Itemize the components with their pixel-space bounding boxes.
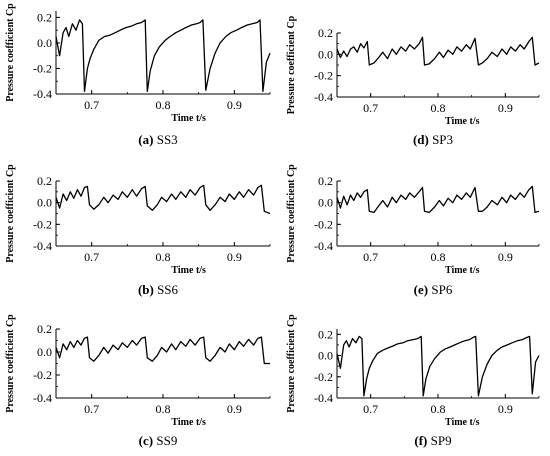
y-tick-label: -0.2	[33, 368, 52, 382]
panel-name: SS3	[153, 132, 177, 147]
y-axis-label: Pressure coefficient Cp	[286, 164, 297, 263]
y-tick-label: 0.0	[318, 196, 333, 210]
x-axis-label: Time t/s	[171, 113, 206, 124]
y-tick-label: 0.2	[318, 26, 333, 40]
data-line	[336, 185, 540, 214]
x-axis-label: Time t/s	[445, 265, 480, 276]
panel-caption: (a) SS3	[138, 132, 177, 147]
x-tick-label: 0.7	[363, 101, 378, 115]
y-tick-label: -0.2	[314, 370, 333, 384]
panel-name: SP9	[427, 433, 451, 448]
x-tick-label: 0.9	[227, 402, 242, 416]
panel-label: (f)	[414, 433, 427, 448]
y-tick-label: 0.2	[37, 322, 52, 336]
y-axis-label: Pressure coefficient Cp	[286, 314, 297, 413]
chart-panel-5: -0.4 -0.2 0.0 0.2 0.7 0.8 0.9 Pressure coeffici…	[5, 314, 271, 448]
x-axis-label: Time t/s	[171, 265, 206, 276]
x-axis-label: Time t/s	[445, 417, 480, 428]
panel-caption: (f) SP9	[414, 433, 451, 448]
x-tick-label: 0.9	[227, 98, 242, 112]
x-tick-label: 0.9	[227, 250, 242, 264]
y-tick-label: 0.0	[37, 196, 52, 210]
chart-panel-4: -0.4 -0.2 0.0 0.2 0.7 0.8 0.9 Pressure coeffici…	[286, 164, 540, 297]
panel-label: (e)	[414, 282, 428, 297]
y-tick-label: 0.2	[37, 10, 52, 24]
y-tick-label: -0.4	[314, 239, 333, 253]
x-tick-label: 0.9	[498, 101, 513, 115]
y-tick-label: -0.4	[33, 87, 52, 101]
x-tick-label: 0.7	[363, 250, 378, 264]
y-tick-label: -0.2	[33, 61, 52, 75]
y-tick-label: 0.0	[37, 36, 52, 50]
panel-caption: (d) SP3	[413, 132, 453, 147]
chart-panel-2: -0.4 -0.2 0.0 0.2 0.7 0.8 0.9 Pressure coeffici…	[286, 15, 540, 147]
x-tick-label: 0.8	[156, 98, 171, 112]
panel-label: (c)	[139, 433, 153, 448]
y-tick-label: -0.4	[314, 90, 333, 104]
data-line	[55, 19, 271, 93]
x-tick-label: 0.8	[431, 250, 446, 264]
data-line	[336, 335, 540, 397]
y-tick-label: 0.2	[318, 327, 333, 341]
data-line	[55, 184, 271, 215]
y-axis-label: Pressure coefficient Cp	[5, 164, 16, 263]
y-tick-label: 0.0	[37, 345, 52, 359]
x-tick-label: 0.9	[498, 250, 513, 264]
x-tick-label: 0.9	[498, 402, 513, 416]
y-tick-label: -0.2	[33, 217, 52, 231]
y-tick-label: -0.2	[314, 69, 333, 83]
chart-panel-6: -0.4 -0.2 0.0 0.2 0.7 0.8 0.9 Pressure coeffici…	[286, 314, 540, 448]
x-tick-label: 0.8	[156, 402, 171, 416]
panel-name: SS9	[153, 433, 177, 448]
x-axis-label: Time t/s	[445, 116, 480, 127]
y-tick-label: 0.0	[318, 349, 333, 363]
y-tick-label: -0.4	[314, 391, 333, 405]
y-tick-label: 0.0	[318, 47, 333, 61]
panel-caption: (c) SS9	[139, 433, 178, 448]
x-axis-label: Time t/s	[171, 417, 206, 428]
chart-panel-1: -0.4 -0.2 0.0 0.2 0.7 0.8 0.9 Pressure coeffici…	[5, 3, 271, 147]
x-tick-label: 0.7	[363, 402, 378, 416]
y-tick-label: -0.4	[33, 391, 52, 405]
y-axis-label: Pressure coefficient Cp	[286, 15, 297, 114]
x-tick-label: 0.8	[431, 402, 446, 416]
y-axis-label: Pressure coefficient Cp	[5, 314, 16, 413]
x-tick-label: 0.7	[84, 250, 99, 264]
y-tick-label: -0.2	[314, 217, 333, 231]
x-tick-label: 0.8	[431, 101, 446, 115]
y-tick-label: 0.2	[318, 174, 333, 188]
x-tick-label: 0.7	[84, 402, 99, 416]
panel-label: (d)	[413, 132, 429, 147]
panel-caption: (b) SS6	[138, 282, 179, 297]
panel-name: SP6	[428, 282, 453, 297]
data-line	[336, 36, 540, 66]
panel-label: (a)	[138, 132, 153, 147]
panel-caption: (e) SP6	[414, 282, 453, 297]
panel-name: SP3	[429, 132, 453, 147]
panel-name: SS6	[154, 282, 179, 297]
x-tick-label: 0.8	[156, 250, 171, 264]
y-axis-label: Pressure coefficient Cp	[5, 3, 16, 102]
chart-panel-3: -0.4 -0.2 0.0 0.2 0.7 0.8 0.9 Pressure coeffici…	[5, 164, 271, 297]
y-tick-label: -0.4	[33, 239, 52, 253]
panel-label: (b)	[138, 282, 154, 297]
y-tick-label: 0.2	[37, 174, 52, 188]
data-line	[55, 336, 270, 365]
x-tick-label: 0.7	[84, 98, 99, 112]
